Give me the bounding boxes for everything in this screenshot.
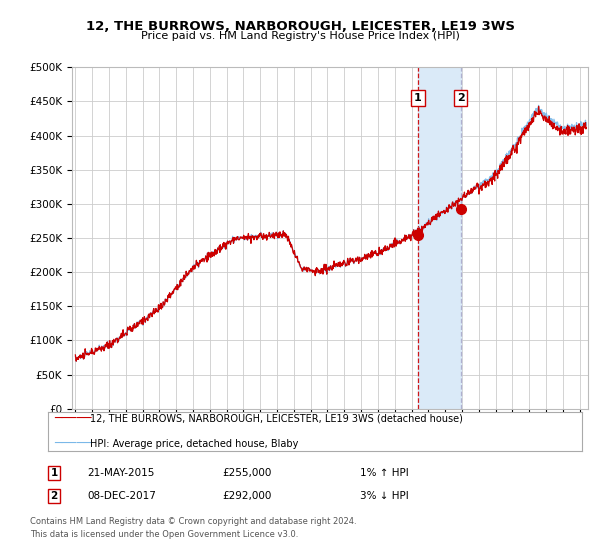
Text: £255,000: £255,000 xyxy=(222,468,271,478)
Text: 1: 1 xyxy=(414,93,422,103)
Text: £292,000: £292,000 xyxy=(222,491,271,501)
Text: Contains HM Land Registry data © Crown copyright and database right 2024.: Contains HM Land Registry data © Crown c… xyxy=(30,517,356,526)
Text: ─────: ───── xyxy=(54,437,91,450)
Text: 2: 2 xyxy=(457,93,464,103)
Text: 1: 1 xyxy=(50,468,58,478)
Text: ─────: ───── xyxy=(54,412,91,426)
Text: 3% ↓ HPI: 3% ↓ HPI xyxy=(360,491,409,501)
Text: 12, THE BURROWS, NARBOROUGH, LEICESTER, LE19 3WS (detached house): 12, THE BURROWS, NARBOROUGH, LEICESTER, … xyxy=(90,414,463,424)
Text: HPI: Average price, detached house, Blaby: HPI: Average price, detached house, Blab… xyxy=(90,438,298,449)
Text: 08-DEC-2017: 08-DEC-2017 xyxy=(87,491,156,501)
Text: Price paid vs. HM Land Registry's House Price Index (HPI): Price paid vs. HM Land Registry's House … xyxy=(140,31,460,41)
Text: 1% ↑ HPI: 1% ↑ HPI xyxy=(360,468,409,478)
Text: 2: 2 xyxy=(50,491,58,501)
Text: 12, THE BURROWS, NARBOROUGH, LEICESTER, LE19 3WS: 12, THE BURROWS, NARBOROUGH, LEICESTER, … xyxy=(86,20,515,32)
Text: 21-MAY-2015: 21-MAY-2015 xyxy=(87,468,154,478)
Text: This data is licensed under the Open Government Licence v3.0.: This data is licensed under the Open Gov… xyxy=(30,530,298,539)
Bar xyxy=(418,67,461,409)
